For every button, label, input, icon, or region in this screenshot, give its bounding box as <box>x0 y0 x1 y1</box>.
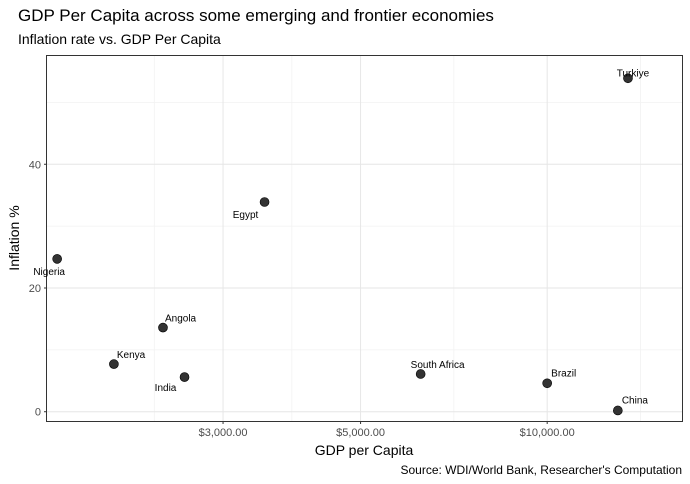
point-label-china: China <box>622 395 649 406</box>
data-point-egypt <box>259 197 270 207</box>
x-tick-label: $5,000.00 <box>336 427 385 439</box>
data-point-turkiye <box>623 73 633 84</box>
data-point-kenya <box>109 359 119 369</box>
x-tick-label: $10,000.00 <box>520 427 575 439</box>
point-label-nigeria: Nigeria <box>33 267 65 278</box>
grid-layer <box>47 56 682 421</box>
x-tick-label: $3,000.00 <box>199 427 248 439</box>
point-label-angola: Angola <box>165 314 197 325</box>
chart-subtitle: Inflation rate vs. GDP Per Capita <box>18 31 221 47</box>
point-label-brazil: Brazil <box>551 368 576 379</box>
x-axis-title: GDP per Capita <box>315 442 414 458</box>
chart-caption: Source: WDI/World Bank, Researcher's Com… <box>400 463 682 477</box>
axis-layer: 0 20 40 $3,000.00 $5,000.00 $10,000.00 <box>29 159 575 439</box>
data-point-nigeria <box>52 254 62 264</box>
point-label-turkiye: Turkiye <box>617 68 650 79</box>
data-point-china <box>613 405 623 416</box>
y-tick-label: 20 <box>29 283 41 295</box>
point-label-egypt: Egypt <box>233 210 259 221</box>
data-point-brazil <box>542 378 552 389</box>
point-label-kenya: Kenya <box>117 350 146 361</box>
chart-title: GDP Per Capita across some emerging and … <box>18 6 494 25</box>
y-tick-label: 0 <box>35 407 41 419</box>
point-label-india: India <box>155 383 177 394</box>
plot-panel-border <box>46 55 683 422</box>
data-point-south-africa <box>415 369 426 379</box>
y-axis-title: Inflation % <box>6 205 22 270</box>
data-point-india <box>179 372 190 382</box>
point-label-south-africa: South Africa <box>411 360 465 371</box>
points-layer: Nigeria Kenya Angola India Egypt South Africa… <box>33 68 650 416</box>
data-point-angola <box>158 322 168 333</box>
y-tick-label: 40 <box>29 159 41 171</box>
